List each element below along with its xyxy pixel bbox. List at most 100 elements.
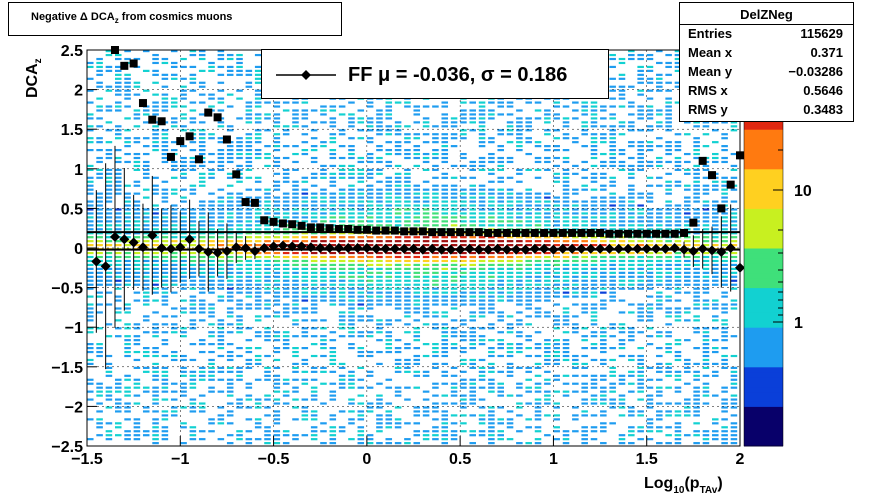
heatmap-cell [637,287,644,290]
heatmap-cell [133,263,141,267]
heatmap-cell [264,240,271,243]
heatmap-cell [152,287,159,290]
data-point-mean [483,244,494,255]
heatmap-cell [516,168,523,171]
heatmap-cell [460,255,467,259]
heatmap-cell [730,267,738,270]
heatmap-cell [693,152,700,156]
heatmap-cell [208,255,215,259]
heatmap-cell [348,184,355,187]
heatmap-cell [646,196,654,199]
heatmap-cell [441,259,449,263]
data-point-rms [670,229,679,238]
heatmap-cell [96,271,103,274]
heatmap-cell [282,101,290,104]
data-point-rms [680,228,689,237]
heatmap-cell [721,402,728,405]
heatmap-cell [208,133,215,136]
heatmap-cell [637,240,644,243]
heatmap-cell [721,149,728,152]
heatmap-cell [385,422,393,425]
heatmap-cell [404,279,411,282]
heatmap-cell [124,232,131,235]
heatmap-cell [544,370,551,373]
heatmap-cell [385,141,393,144]
heatmap-cell [674,212,682,215]
heatmap-cell [637,77,644,80]
heatmap-cell [226,410,234,413]
heatmap-cell [544,398,551,401]
heatmap-cell [404,200,411,203]
heatmap-cell [320,244,327,247]
heatmap-cell [469,283,476,286]
heatmap-cell [180,212,187,215]
data-point-rms [250,198,259,207]
heatmap-cell [516,251,523,255]
heatmap-cell [152,426,159,429]
heatmap-cell [96,434,103,437]
heatmap-cell [637,303,644,306]
heatmap-cell [180,77,187,80]
heatmap-cell [413,335,421,338]
heatmap-cell [553,303,560,306]
heatmap-cell [320,121,327,124]
heatmap-cell [516,406,523,409]
heatmap-cell [245,263,253,267]
heatmap-cell [282,228,290,231]
data-point-mean [716,246,727,257]
heatmap-cell [376,236,383,239]
heatmap-cell [357,240,365,243]
heatmap-cell [273,382,281,385]
heatmap-cell [618,283,626,286]
heatmap-cell [198,240,206,243]
heatmap-cell [217,347,225,350]
heatmap-cell [282,263,290,267]
heatmap-cell [441,283,449,286]
heatmap-cell [460,200,467,203]
heatmap-cell [282,442,290,445]
heatmap-cell [292,259,299,263]
heatmap-cell [96,347,103,350]
heatmap-cell [600,216,607,219]
heatmap-cell [87,295,94,298]
heatmap-cell [161,236,169,239]
heatmap-cell [189,263,197,267]
heatmap-cell [609,327,616,330]
heatmap-cell [133,386,141,389]
heatmap-cell [273,335,281,338]
heatmap-cell [114,57,122,61]
heatmap-cell [544,315,551,318]
heatmap-cell [133,366,141,369]
heatmap-cell [516,323,523,326]
heatmap-cell [329,212,337,215]
heatmap-cell [730,303,738,306]
heatmap-cell [254,240,262,243]
heatmap-cell [124,350,131,354]
heatmap-cell [478,164,486,168]
heatmap-cell [646,378,654,381]
heatmap-cell [712,255,719,259]
heatmap-cell [656,224,663,227]
heatmap-cell [226,402,234,405]
heatmap-cell [590,101,598,104]
heatmap-cell [152,402,159,405]
heatmap-cell [292,323,299,326]
heatmap-cell [712,339,719,342]
heatmap-cell [665,251,672,255]
heatmap-cell [96,137,103,140]
heatmap-cell [525,390,532,393]
heatmap-cell [142,271,150,274]
data-point-rms [381,226,390,235]
heatmap-cell [572,406,579,409]
heatmap-cell [292,406,299,409]
heatmap-cell [394,204,402,207]
heatmap-cell [292,184,299,187]
heatmap-cell [198,267,206,270]
heatmap-cell [254,259,262,263]
heatmap-cell [394,259,402,263]
heatmap-cell [310,414,318,417]
heatmap-cell [87,216,94,219]
heatmap-cell [152,212,159,215]
heatmap-cell [152,279,159,282]
heatmap-cell [189,374,197,377]
